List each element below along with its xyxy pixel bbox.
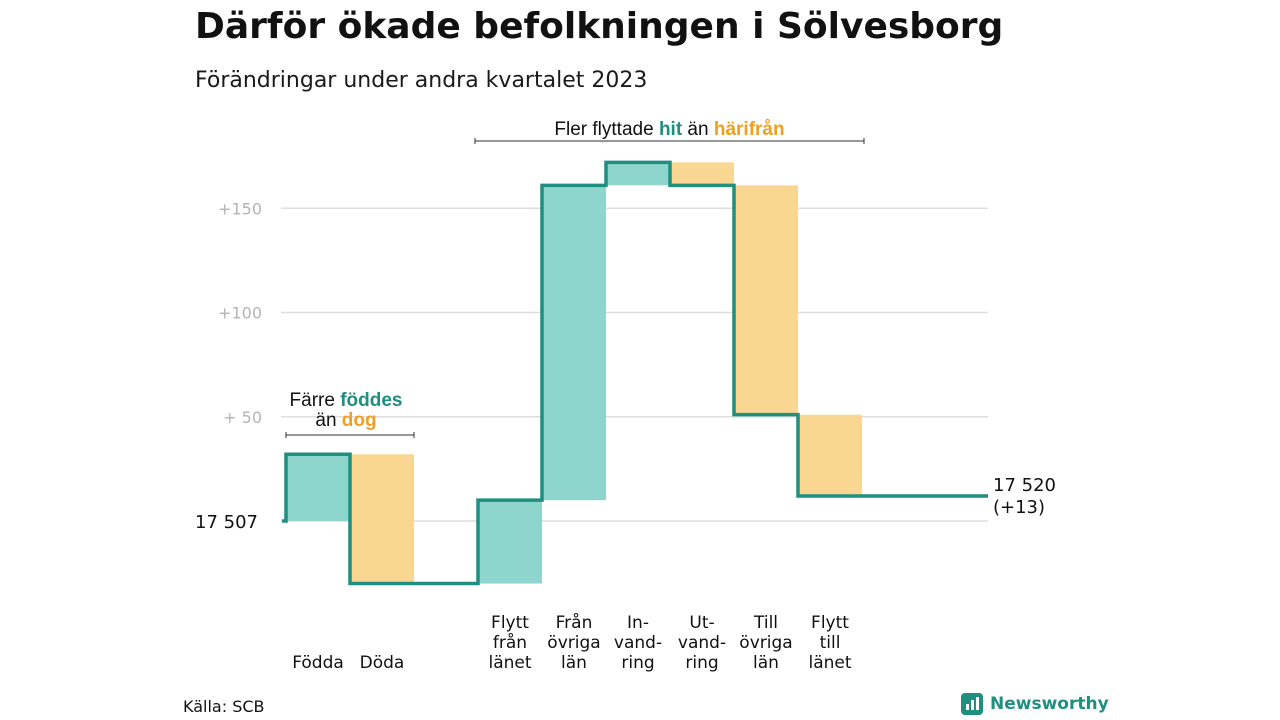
category-label: Ut- — [689, 613, 714, 633]
category-label: ring — [685, 653, 718, 673]
labels: 17 507 17 520 (+13) — [195, 475, 1056, 533]
category-label: Födda — [292, 653, 344, 673]
category-label: vand- — [614, 633, 662, 653]
chart-subtitle: Förändringar under andra kvartalet 2023 — [195, 68, 648, 93]
chart-title: Därför ökade befolkningen i Sölvesborg — [195, 6, 1004, 47]
bars: Födda DödaFlyttfrånlänetFrånövrigalänIn-v… — [286, 162, 862, 673]
start-value-label: 17 507 — [195, 512, 258, 533]
category-label: Från — [556, 612, 593, 633]
category-label: från — [493, 632, 527, 653]
brand-logo: Newsworthy — [961, 693, 1109, 715]
annotation-births-word-increase: föddes — [340, 390, 402, 411]
category-label: länet — [488, 653, 531, 673]
annotation-migration-word-increase: hit — [659, 119, 683, 140]
category-label: Till — [753, 613, 778, 633]
step-line — [282, 160, 988, 586]
annotation-births-line1: Färre föddes — [290, 390, 403, 411]
category-label: Flytt — [811, 613, 849, 633]
waterfall-chart: + 50+100+150 Födda DödaFlyttfrånlänetFrån… — [195, 119, 1056, 673]
bar-döda — [350, 454, 414, 584]
category-label: ring — [621, 653, 654, 673]
brand-name: Newsworthy — [990, 694, 1109, 714]
category-label: In- — [627, 613, 649, 633]
category-label: övriga — [739, 633, 792, 653]
annotation-migration-middle: än — [682, 119, 714, 140]
bar-invandring — [606, 162, 670, 186]
category-label: Döda — [360, 653, 405, 673]
annotation-births-line2: än dog — [315, 410, 376, 431]
bar-utvandring — [670, 162, 734, 186]
category-label: vand- — [678, 633, 726, 653]
annotation-migration-prefix: Fler flyttade — [554, 119, 659, 140]
category-label: till — [820, 633, 841, 653]
category-label: Flytt — [491, 613, 529, 633]
population-line — [282, 160, 988, 586]
y-tick-label: + 50 — [223, 408, 262, 427]
annotation-births-line2-prefix: än — [315, 410, 341, 431]
bar-flytttilllänet — [798, 414, 862, 496]
source-note: Källa: SCB — [183, 697, 265, 716]
category-label: övriga — [547, 633, 600, 653]
y-tick-label: +150 — [218, 199, 262, 218]
bar-chart-icon — [961, 693, 983, 715]
bar-flyttfrånlänet — [478, 500, 542, 584]
annotation-migration: Fler flyttade hit än härifrån — [554, 119, 784, 140]
end-value-label: 17 520 — [993, 475, 1056, 496]
bar-tillövrigalän — [734, 185, 798, 415]
category-label: län — [561, 653, 587, 673]
y-tick-label: +100 — [218, 304, 262, 323]
annotations: Färre föddes än dog Fler flyttade hit än… — [285, 119, 865, 438]
annotation-migration-word-decrease: härifrån — [714, 119, 785, 140]
annotation-births-prefix: Färre — [290, 390, 341, 411]
category-label: länet — [808, 653, 851, 673]
bar-frånövrigalän — [542, 185, 606, 501]
category-label: län — [753, 653, 779, 673]
bar-födda — [286, 454, 350, 521]
end-change-label: (+13) — [993, 497, 1045, 518]
annotation-births-word-decrease: dog — [342, 410, 377, 431]
